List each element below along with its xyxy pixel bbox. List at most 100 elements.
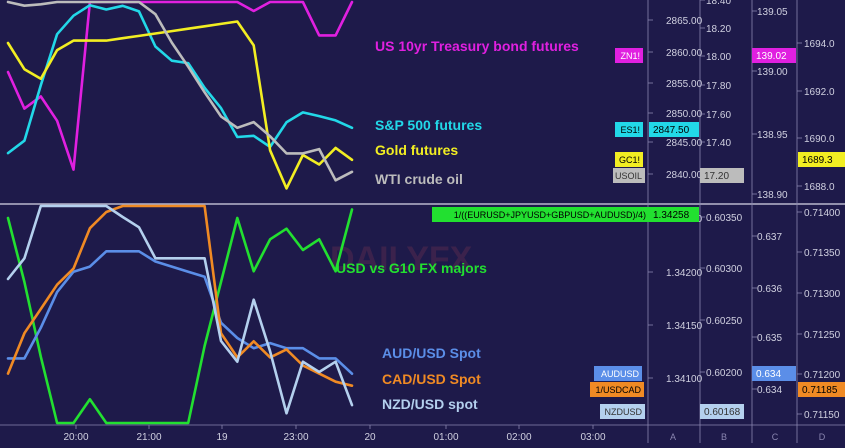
y-tick-label: 2865.00 <box>666 16 703 27</box>
series-tag-box <box>615 152 643 167</box>
y-tick-label: 18.00 <box>706 52 731 63</box>
series-line-s-p-500-futures <box>6 3 354 155</box>
y-tick-label: 2840.00 <box>666 170 703 181</box>
x-tick-label: 23:00 <box>283 432 308 443</box>
watermark: DAILYFX <box>330 240 473 278</box>
last-value-box <box>649 122 699 137</box>
chart-layer: 2865.00 2860.00 2855.00 2850.00 2845.00 2840.… <box>6 0 845 443</box>
y-tick-label: 0.71200 <box>804 370 841 381</box>
series-label-s-p-500-futures: S&P 500 futures <box>375 117 482 133</box>
last-value-aud-usd-spot: 0.634 <box>756 369 781 380</box>
series-tag-nzd-usd-spot: NZDUSD <box>605 407 643 417</box>
y-tick-label: 0.60250 <box>706 316 743 327</box>
y-tick-label: 2850.00 <box>666 109 703 120</box>
y-tick-label: 18.20 <box>706 24 731 35</box>
y-tick-label: 17.40 <box>706 138 731 149</box>
y-tick-label: 138.90 <box>757 190 788 201</box>
y-tick-label: 0.635 <box>757 333 782 344</box>
series-line-nzd-usd-spot <box>6 204 354 415</box>
series-tag-gold-futures: GC1! <box>619 155 640 165</box>
series-tag-box <box>615 122 643 137</box>
y-tick-label: 1692.0 <box>804 87 835 98</box>
x-tick-label: 01:00 <box>433 432 458 443</box>
series-label-gold-futures: Gold futures <box>375 142 458 158</box>
axis-column-label: B <box>721 432 727 442</box>
series-tag-box <box>600 404 645 419</box>
x-tick-label: 03:00 <box>580 432 605 443</box>
last-value-wti-crude-oil: 17.20 <box>704 171 729 182</box>
y-tick-label: 0.637 <box>757 232 782 243</box>
series-label-usd-vs-g10-fx-majors: USD vs G10 FX majors <box>336 260 487 276</box>
y-tick-label: 139.00 <box>757 67 788 78</box>
series-tag-wti-crude-oil: USOIL <box>615 171 642 181</box>
y-tick-label: 0.71350 <box>804 248 841 259</box>
y-tick-label: 18.40 <box>706 0 731 7</box>
y-tick-label: 2860.00 <box>666 48 703 59</box>
y-tick-label: 0.634 <box>757 385 782 396</box>
y-tick-label: 1694.0 <box>804 39 835 50</box>
last-value-gold-futures: 1689.3 <box>802 155 833 166</box>
x-tick-label: 19 <box>216 432 228 443</box>
last-value-us-10yr-treasury-bond-futures: 139.02 <box>756 51 787 62</box>
y-tick-label: 139.05 <box>757 7 788 18</box>
series-label-aud-usd-spot: AUD/USD Spot <box>382 345 481 361</box>
series-line-wti-crude-oil <box>6 0 354 182</box>
series-line-us-10yr-treasury-bond-futures <box>6 0 354 171</box>
x-tick-label: 20 <box>364 432 376 443</box>
series-label-us-10yr-treasury-bond-futures: US 10yr Treasury bond futures <box>375 38 579 54</box>
series-tag-aud-usd-spot: AUDUSD <box>601 369 640 379</box>
series-tag-us-10yr-treasury-bond-futures: ZN1! <box>620 51 640 61</box>
y-tick-label: 0.71300 <box>804 289 841 300</box>
series-tag-box <box>594 366 642 381</box>
y-tick-label: 0.71400 <box>804 208 841 219</box>
last-value-box <box>700 168 744 183</box>
series-tag-box <box>432 207 649 222</box>
series-label-wti-crude-oil: WTI crude oil <box>375 171 463 187</box>
last-value-s-p-500-futures: 2847.50 <box>653 125 690 136</box>
last-value-box <box>798 382 845 397</box>
y-tick-label: 1.34100 <box>666 374 703 385</box>
y-tick-label: 0.71250 <box>804 330 841 341</box>
series-tag-cad-usd-spot: 1/USDCAD <box>595 385 641 395</box>
axis-column-label: C <box>772 432 779 442</box>
axis-column-label: A <box>670 432 676 442</box>
y-tick-label: 0.60350 <box>706 213 743 224</box>
y-tick-label: 2845.00 <box>666 138 703 149</box>
y-tick-label: 1690.0 <box>804 134 835 145</box>
y-tick-label: 17.80 <box>706 81 731 92</box>
last-value-box <box>752 366 796 381</box>
last-value-box <box>649 207 699 222</box>
series-tag-box <box>613 168 645 183</box>
series-tag-s-p-500-futures: ES1! <box>620 125 640 135</box>
x-tick-label: 02:00 <box>506 432 531 443</box>
x-tick-label: 21:00 <box>136 432 161 443</box>
y-tick-label: 0.71150 <box>804 410 840 421</box>
y-tick-label: 0.60200 <box>706 368 743 379</box>
series-line-usd-vs-g10-fx-majors <box>6 208 354 425</box>
last-value-box <box>752 48 796 63</box>
y-tick-label: 0.60300 <box>706 264 743 275</box>
y-tick-label: 1688.0 <box>804 182 835 193</box>
series-line-aud-usd-spot <box>6 250 354 376</box>
y-tick-label: 0.636 <box>757 284 782 295</box>
y-tick-label: 2855.00 <box>666 79 703 90</box>
last-value-usd-vs-g10-fx-majors: 1.34258 <box>653 210 690 221</box>
series-tag-box <box>615 48 643 63</box>
series-tag-box <box>590 382 644 397</box>
series-line-gold-futures <box>6 20 354 190</box>
y-tick-label: 1.34200 <box>666 268 703 279</box>
series-label-cad-usd-spot: CAD/USD Spot <box>382 371 481 387</box>
series-line-cad-usd-spot <box>6 204 354 388</box>
last-value-nzd-usd-spot: 0.60168 <box>704 407 741 418</box>
axis-column-label: D <box>819 432 826 442</box>
y-tick-label: 17.60 <box>706 110 731 121</box>
y-tick-label: 138.95 <box>757 130 788 141</box>
y-tick-label: 1.34150 <box>666 321 703 332</box>
series-tag-usd-vs-g10-fx-majors: 1/((EURUSD+JPYUSD+GBPUSD+AUDUSD)/4) <box>454 210 646 220</box>
last-value-box <box>798 152 845 167</box>
last-value-cad-usd-spot: 0.71185 <box>802 385 838 396</box>
x-tick-label: 20:00 <box>63 432 88 443</box>
